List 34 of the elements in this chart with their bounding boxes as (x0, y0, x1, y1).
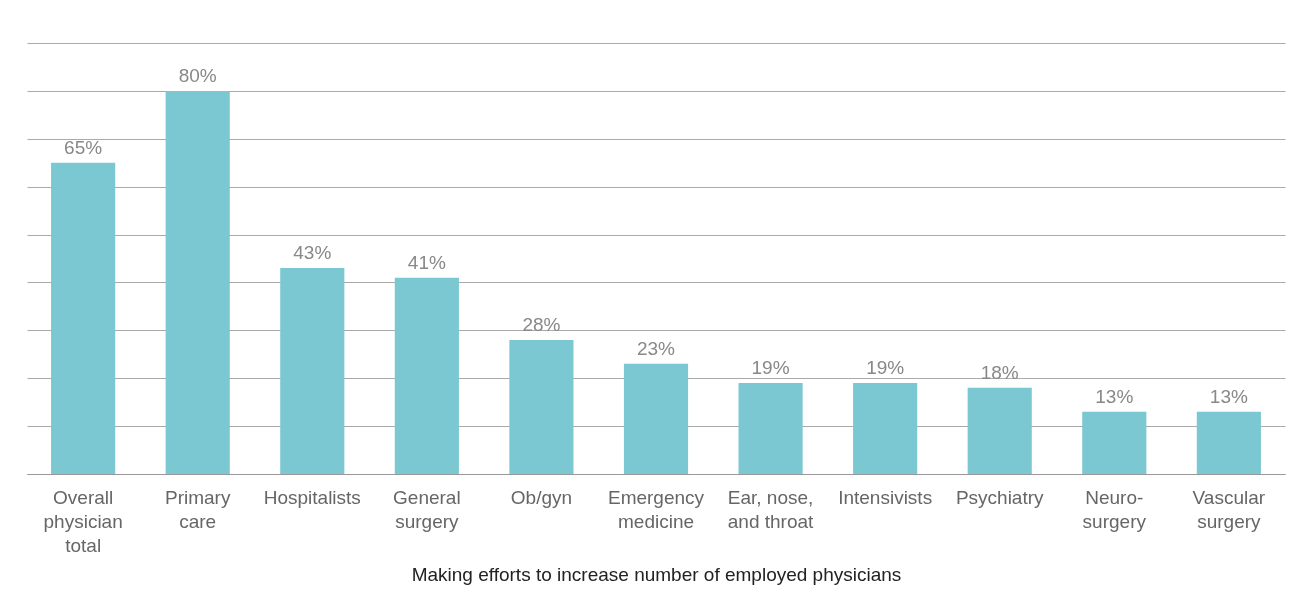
x-axis-title: Making efforts to increase number of employed physicians (411, 563, 902, 585)
data-label: 19% (751, 357, 790, 379)
bar (738, 383, 803, 474)
x-tick-label: Intensivists (838, 486, 933, 508)
x-tick-label: General surgery (393, 486, 461, 532)
bar (509, 339, 574, 474)
x-tick-label: Hospitalists (263, 486, 361, 508)
data-label: 13% (1209, 385, 1248, 407)
data-label: 41% (407, 251, 446, 273)
x-tick-label: Vascular surgery (1192, 486, 1266, 532)
x-tick-label: Ear, nose, and throat (727, 486, 815, 532)
data-label: 13% (1095, 385, 1134, 407)
x-tick-label: Neuro-surgery (1082, 486, 1147, 532)
data-label: 23% (636, 337, 676, 359)
bar (623, 363, 689, 474)
data-label: 80% (178, 64, 217, 86)
x-tick-label: Psychiatry (955, 486, 1045, 508)
x-tick-label: Primary care (164, 486, 231, 532)
bar (1196, 411, 1261, 474)
bar (394, 277, 459, 474)
x-tick-label: Ob/gyn (510, 486, 573, 508)
bar (165, 90, 230, 474)
data-label: 28% (522, 313, 561, 335)
bar (280, 268, 345, 474)
data-label: 65% (64, 136, 103, 158)
data-label: 43% (293, 242, 332, 264)
data-label: 19% (866, 357, 905, 379)
bar (1082, 411, 1147, 474)
bar (51, 162, 116, 474)
x-tick-label: Overall physician total (43, 486, 123, 556)
bar (967, 387, 1032, 474)
bar (853, 383, 918, 474)
x-tick-label: Emergency medicine (607, 486, 705, 532)
data-label: 18% (980, 361, 1019, 383)
